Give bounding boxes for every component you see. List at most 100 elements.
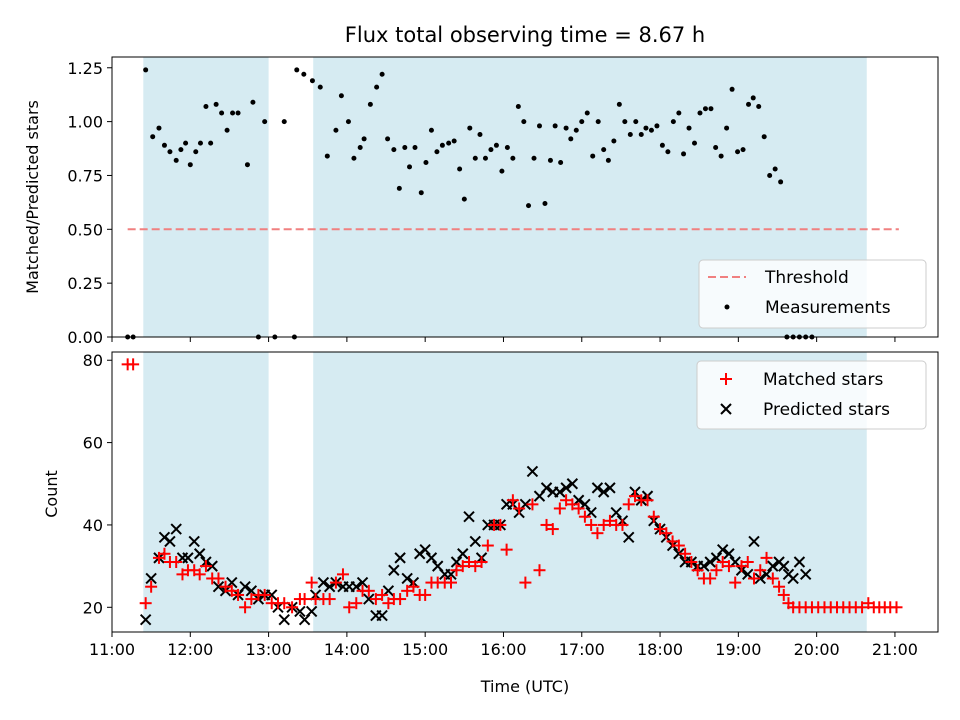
measurement-point: [552, 123, 558, 129]
xtick-label: 20:00: [794, 640, 840, 659]
matched-star-marker: [641, 494, 654, 507]
measurement-point: [659, 142, 665, 148]
measurement-point: [367, 101, 373, 107]
legend-matched-swatch: [720, 373, 732, 385]
predicted-star-marker: [419, 543, 431, 556]
predicted-star-marker: [425, 552, 438, 564]
measurement-point: [686, 125, 692, 131]
xtick-label: 21:00: [872, 640, 918, 659]
predicted-star-marker: [463, 510, 475, 523]
predicted-star-marker: [193, 548, 206, 560]
measurement-point: [697, 110, 703, 116]
predicted-star-marker: [305, 605, 318, 618]
measurement-point: [391, 147, 397, 153]
measurement-point: [434, 149, 440, 155]
matched-star-marker: [305, 576, 318, 589]
measurement-point: [219, 110, 225, 116]
matched-star-marker: [401, 584, 414, 597]
matched-star-marker: [219, 580, 232, 593]
predicted-star-marker: [206, 560, 218, 572]
matched-star-marker: [158, 547, 171, 560]
measurement-point: [616, 101, 622, 107]
predicted-star-marker: [604, 482, 616, 494]
top-ytick-label: 0.00: [67, 328, 103, 347]
matched-star-marker: [232, 588, 245, 601]
matched-star-marker: [286, 601, 299, 614]
top-ytick-label: 0.75: [67, 166, 103, 185]
measurement-point: [633, 119, 639, 125]
measurement-point: [488, 147, 494, 153]
top-ytick-label: 1.25: [67, 59, 103, 78]
measurement-point: [638, 132, 644, 138]
predicted-star-marker: [145, 572, 157, 585]
measurement-point: [301, 71, 307, 77]
measurement-point: [173, 157, 179, 163]
measurement-point: [718, 153, 724, 159]
measurement-point: [423, 160, 429, 166]
xtick-label: 15:00: [402, 640, 448, 659]
measurement-point: [665, 149, 671, 155]
measurement-point: [262, 119, 268, 125]
predicted-star-marker: [182, 552, 194, 564]
xtick-label: 19:00: [715, 640, 761, 659]
matched-star-marker: [591, 527, 604, 540]
measurement-point: [654, 123, 660, 129]
predicted-star-marker: [554, 486, 566, 498]
predicted-star-marker: [188, 535, 200, 548]
matched-star-marker: [445, 576, 458, 589]
measurement-point: [402, 144, 408, 150]
measurement-point: [396, 185, 402, 191]
top-panel: 0.00 0.25 0.50 0.75 1.00 1.25 Flux total obse…: [23, 23, 939, 347]
predicted-star-marker: [754, 572, 766, 585]
matched-star-marker: [773, 580, 786, 593]
measurement-point: [224, 127, 230, 133]
matched-star-marker: [777, 588, 790, 601]
matched-star-marker: [394, 593, 407, 606]
top-legend-box: [698, 259, 927, 329]
matched-star-marker: [450, 564, 463, 577]
matched-star-marker: [258, 588, 271, 601]
predicted-star-marker: [394, 552, 406, 564]
matched-star-marker: [336, 568, 349, 581]
matched-star-marker: [323, 593, 336, 606]
measurement-point: [213, 101, 219, 107]
measurement-point: [374, 84, 380, 90]
measurement-point: [385, 136, 391, 142]
xtick-label: 18:00: [637, 640, 683, 659]
predicted-star-marker: [469, 535, 481, 548]
measurement-point: [472, 155, 478, 161]
matched-star-marker: [572, 502, 585, 515]
measurement-point: [183, 140, 189, 146]
measurement-point: [746, 101, 752, 107]
matched-star-marker: [494, 518, 507, 531]
matched-star-marker: [603, 514, 616, 527]
predicted-star-marker: [778, 560, 790, 572]
matched-star-marker: [343, 601, 356, 614]
predicted-star-marker: [787, 572, 799, 585]
matched-star-marker: [469, 560, 482, 573]
xtick-label: 13:00: [246, 640, 292, 659]
predicted-star-marker: [767, 560, 779, 572]
measurement-point: [702, 106, 708, 112]
x-axis-label: Time (UTC): [480, 677, 569, 696]
measurement-point: [281, 119, 287, 125]
predicted-star-marker: [560, 482, 572, 494]
measurement-point: [740, 147, 746, 153]
predicted-star-marker: [799, 568, 812, 581]
matched-star-marker: [139, 597, 152, 610]
bottom-ytick-label: 60: [83, 434, 103, 453]
predicted-star-marker: [356, 576, 369, 589]
measurement-point: [407, 164, 413, 170]
measurement-point: [451, 138, 457, 144]
matched-star-marker: [526, 498, 539, 511]
measurement-point: [333, 127, 339, 133]
matched-star-marker: [710, 564, 723, 577]
measurement-point: [208, 140, 214, 146]
matched-star-marker: [647, 510, 660, 523]
predicted-star-marker: [716, 543, 729, 556]
predicted-star-marker: [748, 535, 760, 548]
legend-matched-label: Matched stars: [763, 370, 883, 390]
measurement-point: [708, 106, 714, 112]
matched-star-marker: [500, 543, 513, 556]
